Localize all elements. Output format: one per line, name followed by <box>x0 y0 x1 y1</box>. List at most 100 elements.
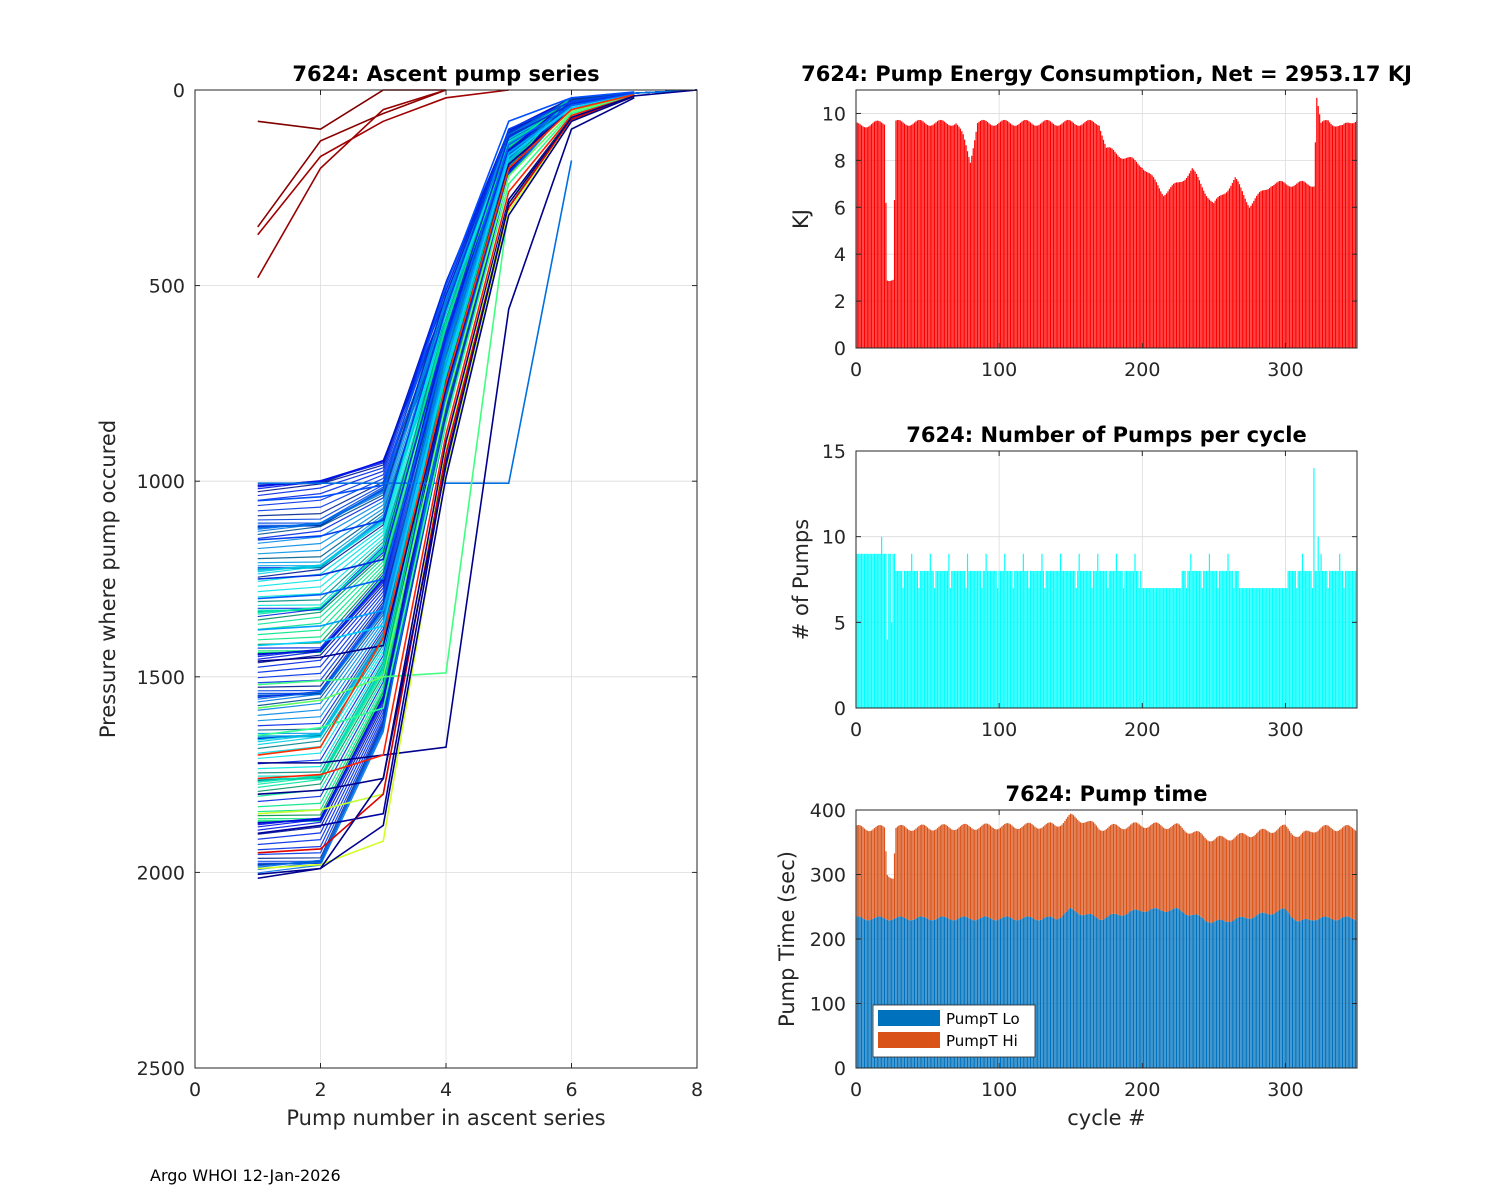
pumps-bar <box>1340 570 1342 708</box>
pumptime-hi-bar <box>935 829 937 920</box>
pumptime-lo-bar <box>1130 911 1132 1068</box>
pumps-bar <box>1021 570 1023 708</box>
energy-bar <box>1117 155 1119 348</box>
pumptime-hi-bar <box>1198 831 1201 916</box>
pumptime-lo-bar <box>988 917 990 1068</box>
energy-bar <box>1022 120 1024 348</box>
pumptime-hi-bar <box>1347 825 1349 917</box>
pumps-bar <box>1087 570 1089 708</box>
pumptime-hi-bar <box>996 829 999 921</box>
pumps-bar <box>1253 588 1255 708</box>
pumptime-lo-bar <box>1350 918 1352 1068</box>
pumps-bar <box>1122 588 1125 708</box>
pumps-bar <box>1051 570 1053 708</box>
pumptime-lo-bar <box>879 916 881 1068</box>
pumps-bar <box>1316 570 1318 708</box>
pumps-bar <box>1147 588 1149 708</box>
pumptime-lo-bar <box>1068 908 1070 1068</box>
energy-bar <box>959 128 961 348</box>
pumps-bar <box>1208 553 1211 708</box>
energy-bar <box>1124 158 1126 348</box>
pumptime-hi-bar <box>1248 836 1251 919</box>
pumptime-lo-bar <box>1084 914 1086 1068</box>
pumptime-lo-bar <box>964 916 966 1068</box>
energy-bar <box>998 122 1000 348</box>
pumptime-hi-bar <box>892 878 894 920</box>
pumptime-lo-bar <box>1134 909 1136 1068</box>
pumps-bar <box>1331 570 1334 708</box>
plot-marks <box>257 89 698 880</box>
pumps-bar <box>1002 570 1004 708</box>
energy-bar <box>903 123 906 348</box>
energy-bar <box>1163 196 1165 348</box>
pumps-bar <box>1218 570 1221 708</box>
pumps-bar <box>1337 570 1339 708</box>
pumptime-hi-bar <box>1002 825 1004 918</box>
pumps-bar <box>1313 468 1315 708</box>
pumptime-lo-bar <box>902 917 904 1068</box>
energy-bar <box>1183 180 1185 348</box>
pumps-bar <box>1160 588 1162 708</box>
pumptime-lo-bar <box>1221 920 1223 1068</box>
pumps-bar <box>1120 570 1122 708</box>
energy-bar <box>1250 205 1252 348</box>
pumptime-lo-bar <box>1216 920 1218 1068</box>
pumptime-hi-bar <box>1114 824 1116 914</box>
energy-bar <box>1185 178 1188 348</box>
energy-bar <box>1274 183 1276 348</box>
pumps-bar <box>1231 570 1233 708</box>
energy-bar <box>1132 158 1135 348</box>
energy-bar <box>1299 181 1301 348</box>
pumps-bar <box>1069 570 1072 708</box>
energy-bar <box>889 280 891 348</box>
pumptime-lo-bar <box>1340 918 1342 1068</box>
energy-bar <box>1341 124 1344 349</box>
pumptime-hi-bar <box>1306 830 1308 920</box>
pumptime-lo-bar <box>1062 914 1065 1068</box>
energy-bar <box>1218 195 1221 348</box>
pumptime-lo-bar <box>1155 908 1158 1068</box>
pumptime-hi-bar <box>941 824 943 917</box>
pumptime-hi-bar <box>1150 825 1152 910</box>
pumptime-hi-bar <box>861 826 863 918</box>
pumps-bar <box>1173 588 1175 708</box>
energy-bar <box>1097 125 1099 348</box>
pumps-bar <box>989 570 992 708</box>
pumptime-lo-bar <box>1316 919 1318 1068</box>
pumps-bar <box>1333 570 1335 708</box>
pumptime-lo-bar <box>882 917 884 1068</box>
pumps-bar <box>1072 570 1075 708</box>
y-tick-label: 1000 <box>137 471 185 493</box>
y-tick-label: 2500 <box>137 1058 185 1080</box>
energy-bar <box>1319 114 1321 348</box>
energy-bar <box>1224 193 1226 348</box>
pumptime-hi-bar <box>1075 818 1077 913</box>
pumptime-hi-bar <box>932 830 934 921</box>
energy-bar <box>858 123 860 348</box>
pumptime-hi-bar <box>954 830 956 921</box>
pumptime-hi-bar <box>875 826 877 918</box>
pumptime-hi-bar <box>1134 822 1136 910</box>
pumptime-hi-bar <box>1349 825 1351 918</box>
pumps-bar <box>1354 570 1357 708</box>
pumptime-hi-bar <box>1297 836 1299 922</box>
energy-bar <box>1323 120 1325 348</box>
energy-bar <box>939 119 941 348</box>
pumptime-hi-bar <box>1183 829 1185 913</box>
pumps-bar <box>1214 570 1216 708</box>
energy-bar <box>1104 143 1106 348</box>
energy-bar <box>1167 191 1169 348</box>
pumps-bar <box>1293 570 1295 708</box>
pumptime-hi-bar <box>1340 828 1342 919</box>
pumps-bar <box>1327 588 1329 708</box>
pumptime-hi-bar <box>1049 822 1052 917</box>
axes-pumptime: 0 100 200 300 0 100 200 300 400 7624: Pump time cy… <box>775 782 1358 1130</box>
pumps-bar <box>1135 570 1138 708</box>
energy-bar <box>1173 183 1175 348</box>
energy-bar <box>1320 122 1322 348</box>
energy-bar <box>1175 182 1178 348</box>
pumps-bar <box>1124 570 1126 708</box>
energy-bar <box>955 123 957 348</box>
pumptime-lo-bar <box>1002 917 1004 1068</box>
pumptime-lo-bar <box>974 920 976 1068</box>
